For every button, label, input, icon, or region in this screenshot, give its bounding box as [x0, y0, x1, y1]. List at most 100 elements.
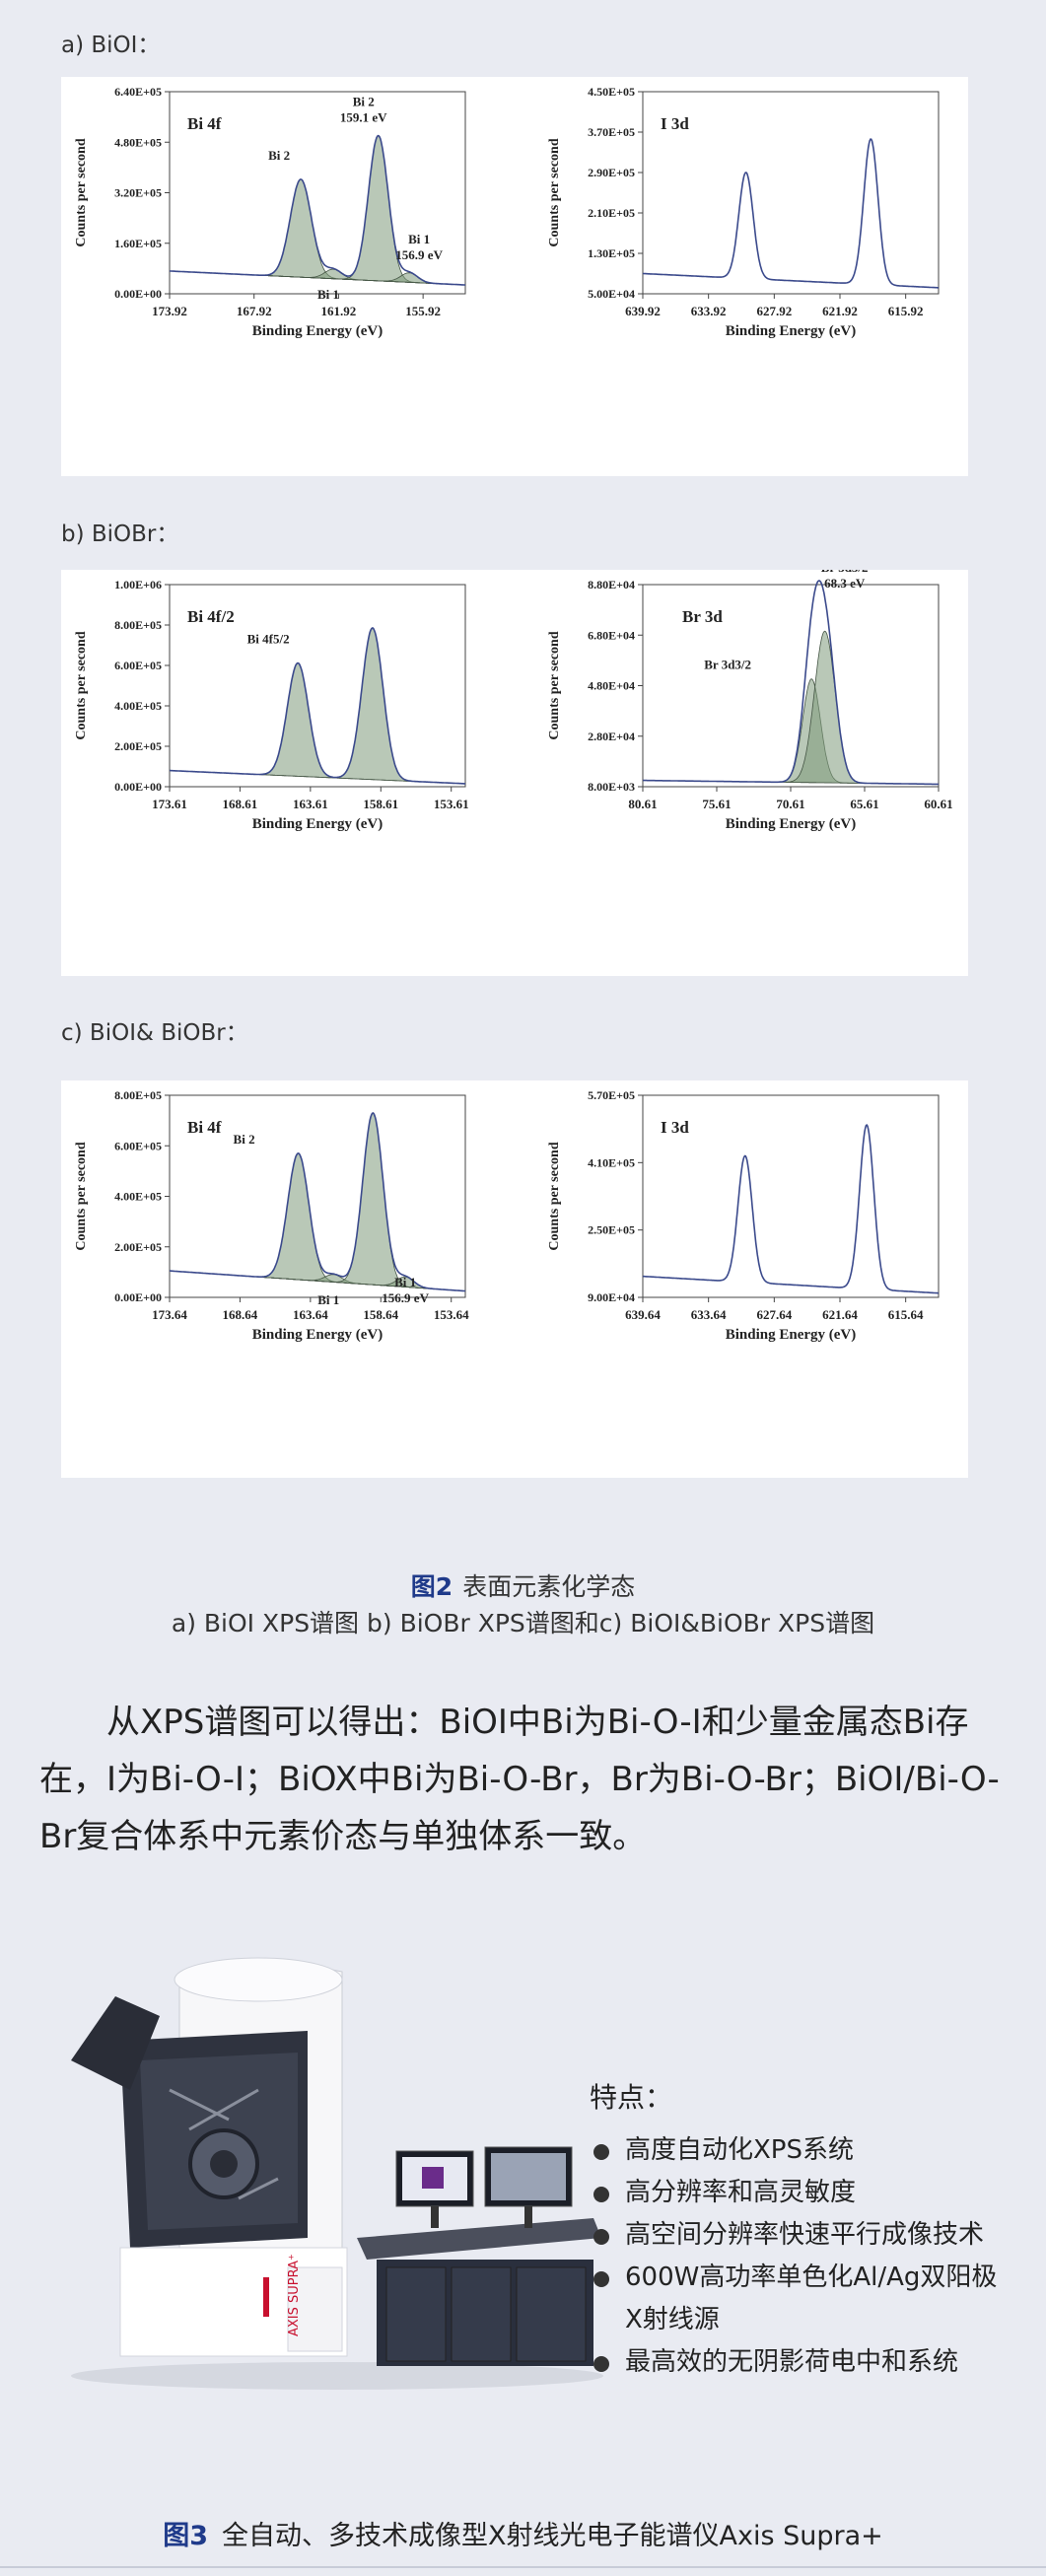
y-axis-label: Counts per second	[74, 1142, 89, 1250]
peak-label: 159.1 eV	[340, 110, 387, 125]
x-axis-label: Binding Energy (eV)	[252, 1327, 384, 1343]
y-tick-label: 2.90E+05	[588, 166, 635, 179]
spectrum-line	[169, 134, 465, 286]
features-list: 高度自动化XPS系统 高分辨率和高灵敏度 高空间分辨率快速平行成像技术 600W…	[590, 2129, 1013, 2384]
figure2-label: 图2	[410, 1572, 453, 1601]
x-tick-label: 60.61	[924, 797, 952, 811]
x-tick-label: 158.61	[363, 797, 398, 811]
chart-2: 0.00E+00 2.00E+05 4.00E+05 6.00E+05 8.00E+05…	[74, 570, 469, 832]
bullet-icon	[593, 2271, 609, 2287]
y-tick-label: 6.40E+05	[114, 85, 162, 99]
figure2-title: 表面元素化学态	[462, 1572, 636, 1601]
chart-title: I 3d	[661, 1118, 689, 1137]
spectrum-line	[643, 138, 939, 289]
peak-label: Bi 2	[353, 95, 375, 109]
figure2-subtitle: a) BiOI XPS谱图 b) BiOBr XPS谱图和c) BiOI&BiO…	[171, 1609, 875, 1637]
y-tick-label: 2.00E+05	[114, 739, 162, 753]
peak-label: 156.9 eV	[382, 1290, 429, 1305]
chart-1: 5.00E+04 1.30E+05 2.10E+05 2.90E+05 3.70E+05…	[547, 85, 940, 339]
x-axis-label: Binding Energy (eV)	[726, 323, 857, 339]
chart-title: Bi 4f	[187, 114, 222, 133]
feature-item: 高度自动化XPS系统	[590, 2129, 1013, 2172]
y-tick-label: 2.50E+05	[588, 1223, 635, 1237]
y-tick-label: 9.00E+04	[588, 1290, 635, 1304]
feature-item: 最高效的无阴影荷电中和系统	[590, 2341, 1013, 2384]
conclusion-paragraph: 从XPS谱图可以得出：BiOI中Bi为Bi-O-I和少量金属态Bi存在，I为Bi…	[39, 1703, 1000, 1856]
x-tick-label: 621.92	[822, 304, 858, 318]
peak-label: Br 3d3/2	[704, 658, 751, 672]
y-tick-label: 5.00E+04	[588, 287, 635, 301]
xps-charts-a: 0.00E+00 1.60E+05 3.20E+05 4.80E+05 6.40E+05…	[74, 85, 940, 339]
x-tick-label: 155.92	[405, 304, 441, 318]
y-tick-label: 4.80E+05	[114, 135, 162, 149]
peak-label: Bi 1	[394, 1275, 416, 1289]
y-tick-label: 6.00E+05	[114, 1139, 162, 1152]
y-tick-label: 2.00E+05	[114, 1240, 162, 1254]
peak-label: 68.3 eV	[824, 576, 866, 591]
y-tick-label: 4.00E+05	[114, 1190, 162, 1204]
y-tick-label: 5.70E+05	[588, 1088, 635, 1102]
y-tick-label: 6.00E+05	[114, 659, 162, 672]
section-label-a: a) BiOI：	[61, 33, 161, 58]
features-title: 特点：	[590, 2081, 673, 2114]
y-axis-label: Counts per second	[547, 631, 562, 739]
y-tick-label: 2.80E+04	[588, 730, 635, 743]
plot-frame	[642, 1094, 940, 1298]
x-axis-label: Binding Energy (eV)	[252, 816, 384, 832]
xps-charts-b: 0.00E+00 2.00E+05 4.00E+05 6.00E+05 8.00E+05…	[74, 570, 953, 832]
y-tick-label: 3.70E+05	[588, 125, 635, 139]
x-tick-label: 153.64	[434, 1307, 469, 1322]
x-tick-label: 173.64	[152, 1307, 187, 1322]
xps-panel-b: 0.00E+00 2.00E+05 4.00E+05 6.00E+05 8.00E+05…	[61, 570, 968, 976]
x-axis-label: Binding Energy (eV)	[726, 816, 857, 832]
y-tick-label: 4.50E+05	[588, 85, 635, 99]
y-tick-label: 0.00E+00	[114, 1290, 162, 1304]
x-tick-label: 639.64	[625, 1307, 661, 1322]
bullet-icon	[593, 2144, 609, 2160]
feature-item: 高空间分辨率快速平行成像技术	[590, 2214, 1013, 2257]
x-tick-label: 167.92	[237, 304, 272, 318]
y-tick-label: 0.00E+00	[114, 287, 162, 301]
x-tick-label: 168.64	[223, 1307, 258, 1322]
x-tick-label: 65.61	[850, 797, 878, 811]
peak-fill	[170, 627, 465, 785]
x-tick-label: 621.64	[822, 1307, 858, 1322]
peak-label: Bi 1	[317, 1292, 339, 1307]
spectrum-line	[170, 627, 465, 785]
figure2-caption: 图2 表面元素化学态	[0, 1567, 1046, 1603]
y-tick-label: 8.00E+03	[588, 780, 635, 794]
chart-title: Bi 4f/2	[187, 607, 235, 626]
y-tick-label: 3.20E+05	[114, 186, 162, 200]
peak-label: Br 3d5/2	[821, 570, 869, 575]
bullet-icon	[593, 2356, 609, 2372]
x-tick-label: 627.92	[756, 304, 792, 318]
plot-frame	[642, 91, 940, 295]
x-axis-label: Binding Energy (eV)	[726, 1327, 857, 1343]
x-axis-label: Binding Energy (eV)	[252, 323, 384, 339]
chart-title: Bi 4f	[187, 1118, 222, 1137]
plot-frame	[642, 584, 940, 788]
xps-panel-a: 0.00E+00 1.60E+05 3.20E+05 4.80E+05 6.40E+05…	[61, 77, 968, 476]
y-axis-label: Counts per second	[74, 631, 89, 739]
y-tick-label: 1.60E+05	[114, 237, 162, 250]
spectrum-line	[642, 1123, 939, 1294]
chart-0: 0.00E+00 1.60E+05 3.20E+05 4.80E+05 6.40E+05…	[74, 85, 466, 339]
y-tick-label: 0.00E+00	[114, 780, 162, 794]
y-tick-label: 1.30E+05	[588, 246, 635, 260]
chart-title: I 3d	[661, 114, 689, 133]
figure3-title: 全自动、多技术成像型X射线光电子能谱仪Axis Supra+	[222, 2521, 883, 2551]
feature-item: 600W高功率单色化Al/Ag双阳极X射线源	[590, 2257, 1013, 2341]
xps-charts-c: 0.00E+00 2.00E+05 4.00E+05 6.00E+05 8.00E+05…	[74, 1088, 940, 1343]
figure3-label: 图3	[163, 2521, 209, 2551]
xps-instrument-image: AXIS SUPRA⁺	[61, 1942, 613, 2396]
x-tick-label: 70.61	[776, 797, 804, 811]
section-label-b: b) BiOBr：	[61, 522, 179, 547]
peak-label: Bi 1	[408, 232, 430, 246]
chart-5: 9.00E+04 2.50E+05 4.10E+05 5.70E+05 639.64 63…	[547, 1088, 940, 1343]
machine-brand: AXIS SUPRA⁺	[287, 2254, 302, 2336]
y-axis-label: Counts per second	[74, 138, 89, 246]
y-tick-label: 8.80E+04	[588, 578, 635, 592]
y-tick-label: 8.00E+05	[114, 1088, 162, 1102]
x-tick-label: 633.92	[691, 304, 727, 318]
x-tick-label: 173.92	[152, 304, 187, 318]
